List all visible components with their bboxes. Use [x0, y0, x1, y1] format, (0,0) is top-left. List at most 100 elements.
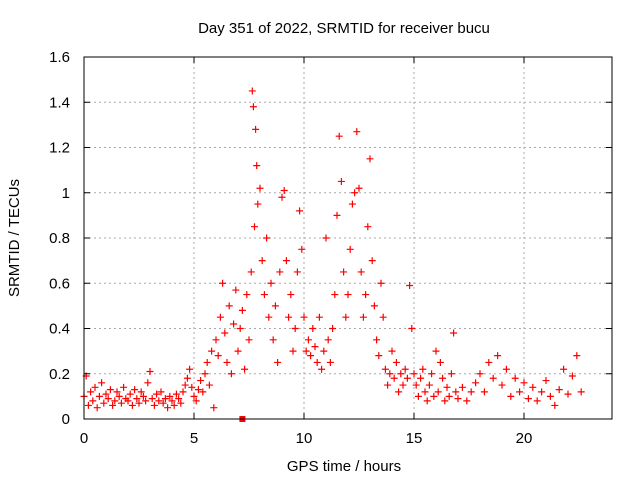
data-point	[298, 245, 306, 253]
data-point	[386, 370, 394, 378]
x-axis-label: GPS time / hours	[287, 458, 401, 475]
data-point	[109, 401, 117, 409]
data-point	[447, 370, 455, 378]
data-point	[533, 397, 541, 405]
data-point	[291, 325, 299, 332]
data-point	[84, 401, 92, 409]
data-point	[511, 374, 519, 382]
data-point	[243, 291, 251, 299]
data-point	[520, 379, 528, 387]
x-tick-label: 10	[296, 430, 313, 447]
data-point	[210, 404, 218, 412]
data-point	[249, 103, 257, 111]
data-point	[568, 372, 576, 380]
data-point	[223, 358, 231, 366]
data-point	[555, 386, 563, 394]
data-point	[142, 397, 150, 405]
data-point	[192, 397, 200, 405]
data-point	[441, 397, 449, 405]
data-point	[368, 257, 376, 265]
data-point	[485, 358, 493, 366]
data-point	[194, 386, 202, 394]
data-point	[227, 370, 235, 378]
data-point	[126, 390, 134, 398]
data-point	[326, 358, 334, 366]
data-point	[276, 268, 284, 276]
data-point	[302, 347, 310, 355]
data-point	[106, 386, 114, 394]
data-point	[131, 386, 139, 394]
data-point	[170, 401, 178, 409]
data-point	[256, 184, 264, 192]
data-point	[388, 347, 396, 355]
data-point	[377, 279, 385, 287]
data-point	[359, 313, 367, 321]
data-point	[342, 313, 350, 321]
y-tick-label: 1.4	[49, 94, 70, 111]
data-point	[89, 397, 97, 405]
data-point	[366, 155, 374, 163]
data-point	[335, 132, 343, 140]
data-point	[458, 383, 466, 391]
data-point	[219, 279, 227, 287]
data-point	[340, 268, 348, 276]
data-point	[113, 388, 121, 396]
data-point	[289, 347, 297, 355]
data-point	[91, 383, 99, 391]
y-tick-label: 1	[62, 185, 70, 202]
data-point	[472, 379, 480, 387]
data-point	[476, 370, 484, 378]
data-point	[179, 388, 187, 396]
y-tick-label: 0	[62, 411, 70, 428]
data-point	[355, 184, 363, 192]
data-point	[573, 352, 581, 360]
data-point	[153, 390, 161, 398]
data-point	[100, 399, 108, 407]
data-point	[124, 397, 132, 405]
data-point	[214, 352, 222, 360]
data-point	[263, 234, 271, 242]
data-point	[421, 388, 429, 396]
data-point	[333, 211, 341, 219]
data-point	[399, 381, 407, 389]
data-point	[157, 388, 165, 396]
data-point	[98, 379, 106, 387]
data-point	[463, 397, 471, 405]
data-point	[197, 377, 205, 385]
data-point	[278, 193, 286, 201]
data-point	[577, 388, 585, 396]
data-point	[296, 207, 304, 215]
data-point	[403, 374, 411, 382]
data-point	[252, 125, 260, 133]
data-point	[379, 313, 387, 321]
y-tick-label: 0.6	[49, 275, 70, 292]
y-tick-label: 0.2	[49, 366, 70, 383]
data-point	[205, 381, 213, 389]
axis-ticks: 0 5 10 15 20 0 0.2 0.4 0.6 0.8 1 1.2 1.4 1.6	[49, 49, 612, 447]
data-point	[183, 374, 191, 382]
data-point	[331, 291, 339, 299]
data-point	[560, 365, 568, 373]
data-point	[564, 390, 572, 398]
data-point	[186, 365, 194, 373]
data-point	[412, 381, 420, 389]
grid	[84, 57, 612, 419]
data-point	[241, 365, 249, 373]
data-point	[199, 388, 207, 396]
data-point	[216, 313, 224, 321]
data-point	[159, 399, 167, 407]
data-point	[348, 200, 356, 208]
data-point	[208, 347, 216, 355]
x-tick-label: 5	[190, 430, 198, 447]
y-axis-label: SRMTID / TECUs	[6, 179, 23, 297]
data-point	[337, 177, 345, 185]
data-point	[93, 404, 101, 412]
data-point	[285, 313, 293, 321]
data-point	[258, 257, 266, 265]
data-point	[315, 313, 323, 321]
data-point	[489, 374, 497, 382]
data-point	[353, 128, 361, 136]
data-point	[452, 388, 460, 396]
data-point	[117, 399, 125, 407]
data-point	[254, 200, 262, 208]
